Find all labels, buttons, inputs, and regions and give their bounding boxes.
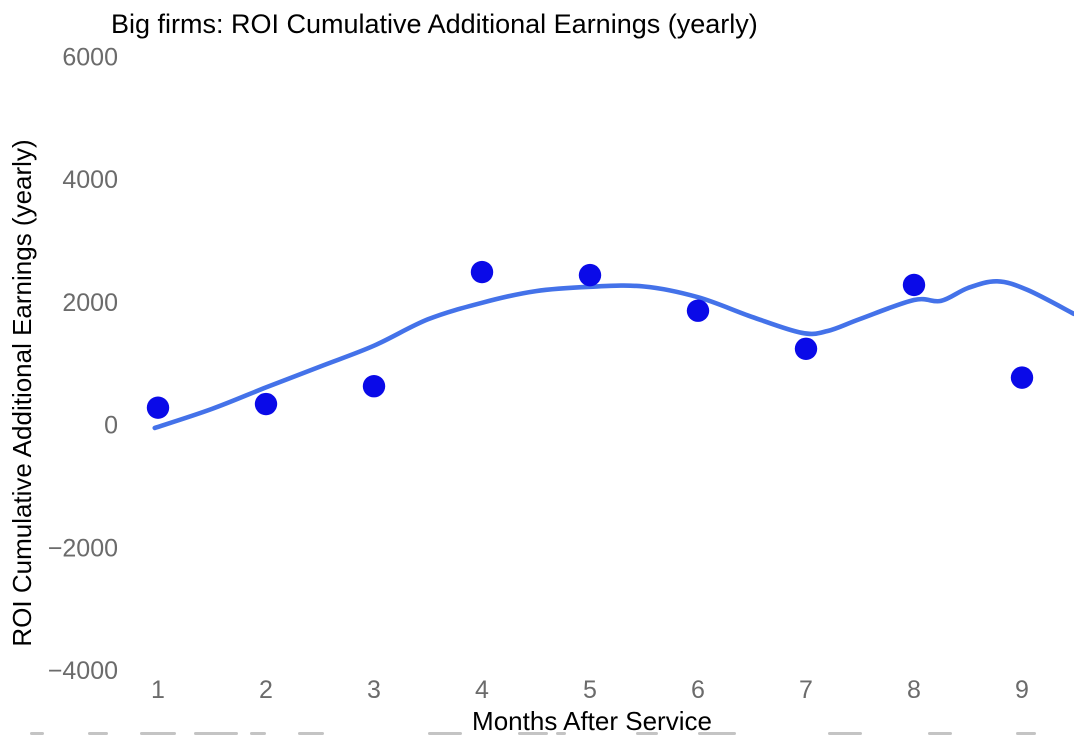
x-tick-label: 4 bbox=[475, 676, 489, 704]
data-point bbox=[686, 299, 710, 322]
x-tick-label: 7 bbox=[799, 676, 813, 704]
y-tick-label: 6000 bbox=[62, 43, 118, 71]
x-tick-label: 2 bbox=[259, 676, 273, 704]
data-point bbox=[470, 260, 494, 284]
y-tick-label: −2000 bbox=[48, 534, 118, 562]
data-point bbox=[794, 337, 818, 360]
y-tick-label: 2000 bbox=[62, 289, 118, 317]
y-tick-label: 0 bbox=[104, 412, 118, 440]
x-tick-label: 3 bbox=[367, 676, 381, 704]
data-point bbox=[254, 392, 278, 416]
x-tick-label: 6 bbox=[691, 676, 705, 704]
data-point bbox=[362, 375, 386, 398]
y-tick-label: −4000 bbox=[48, 657, 118, 685]
x-tick-label: 5 bbox=[583, 676, 597, 704]
data-point bbox=[902, 273, 926, 297]
x-tick-label: 1 bbox=[151, 676, 165, 704]
y-tick-label: 4000 bbox=[62, 166, 118, 194]
x-tick-label: 8 bbox=[907, 676, 921, 704]
data-point bbox=[146, 396, 170, 419]
smooth-trend-line bbox=[152, 278, 1074, 431]
x-axis-title: Months After Service bbox=[472, 706, 712, 736]
data-point bbox=[578, 263, 602, 287]
data-point bbox=[1010, 366, 1034, 389]
chart-title: Big firms: ROI Cumulative Additional Ear… bbox=[111, 9, 758, 39]
x-tick-label: 9 bbox=[1015, 676, 1029, 704]
